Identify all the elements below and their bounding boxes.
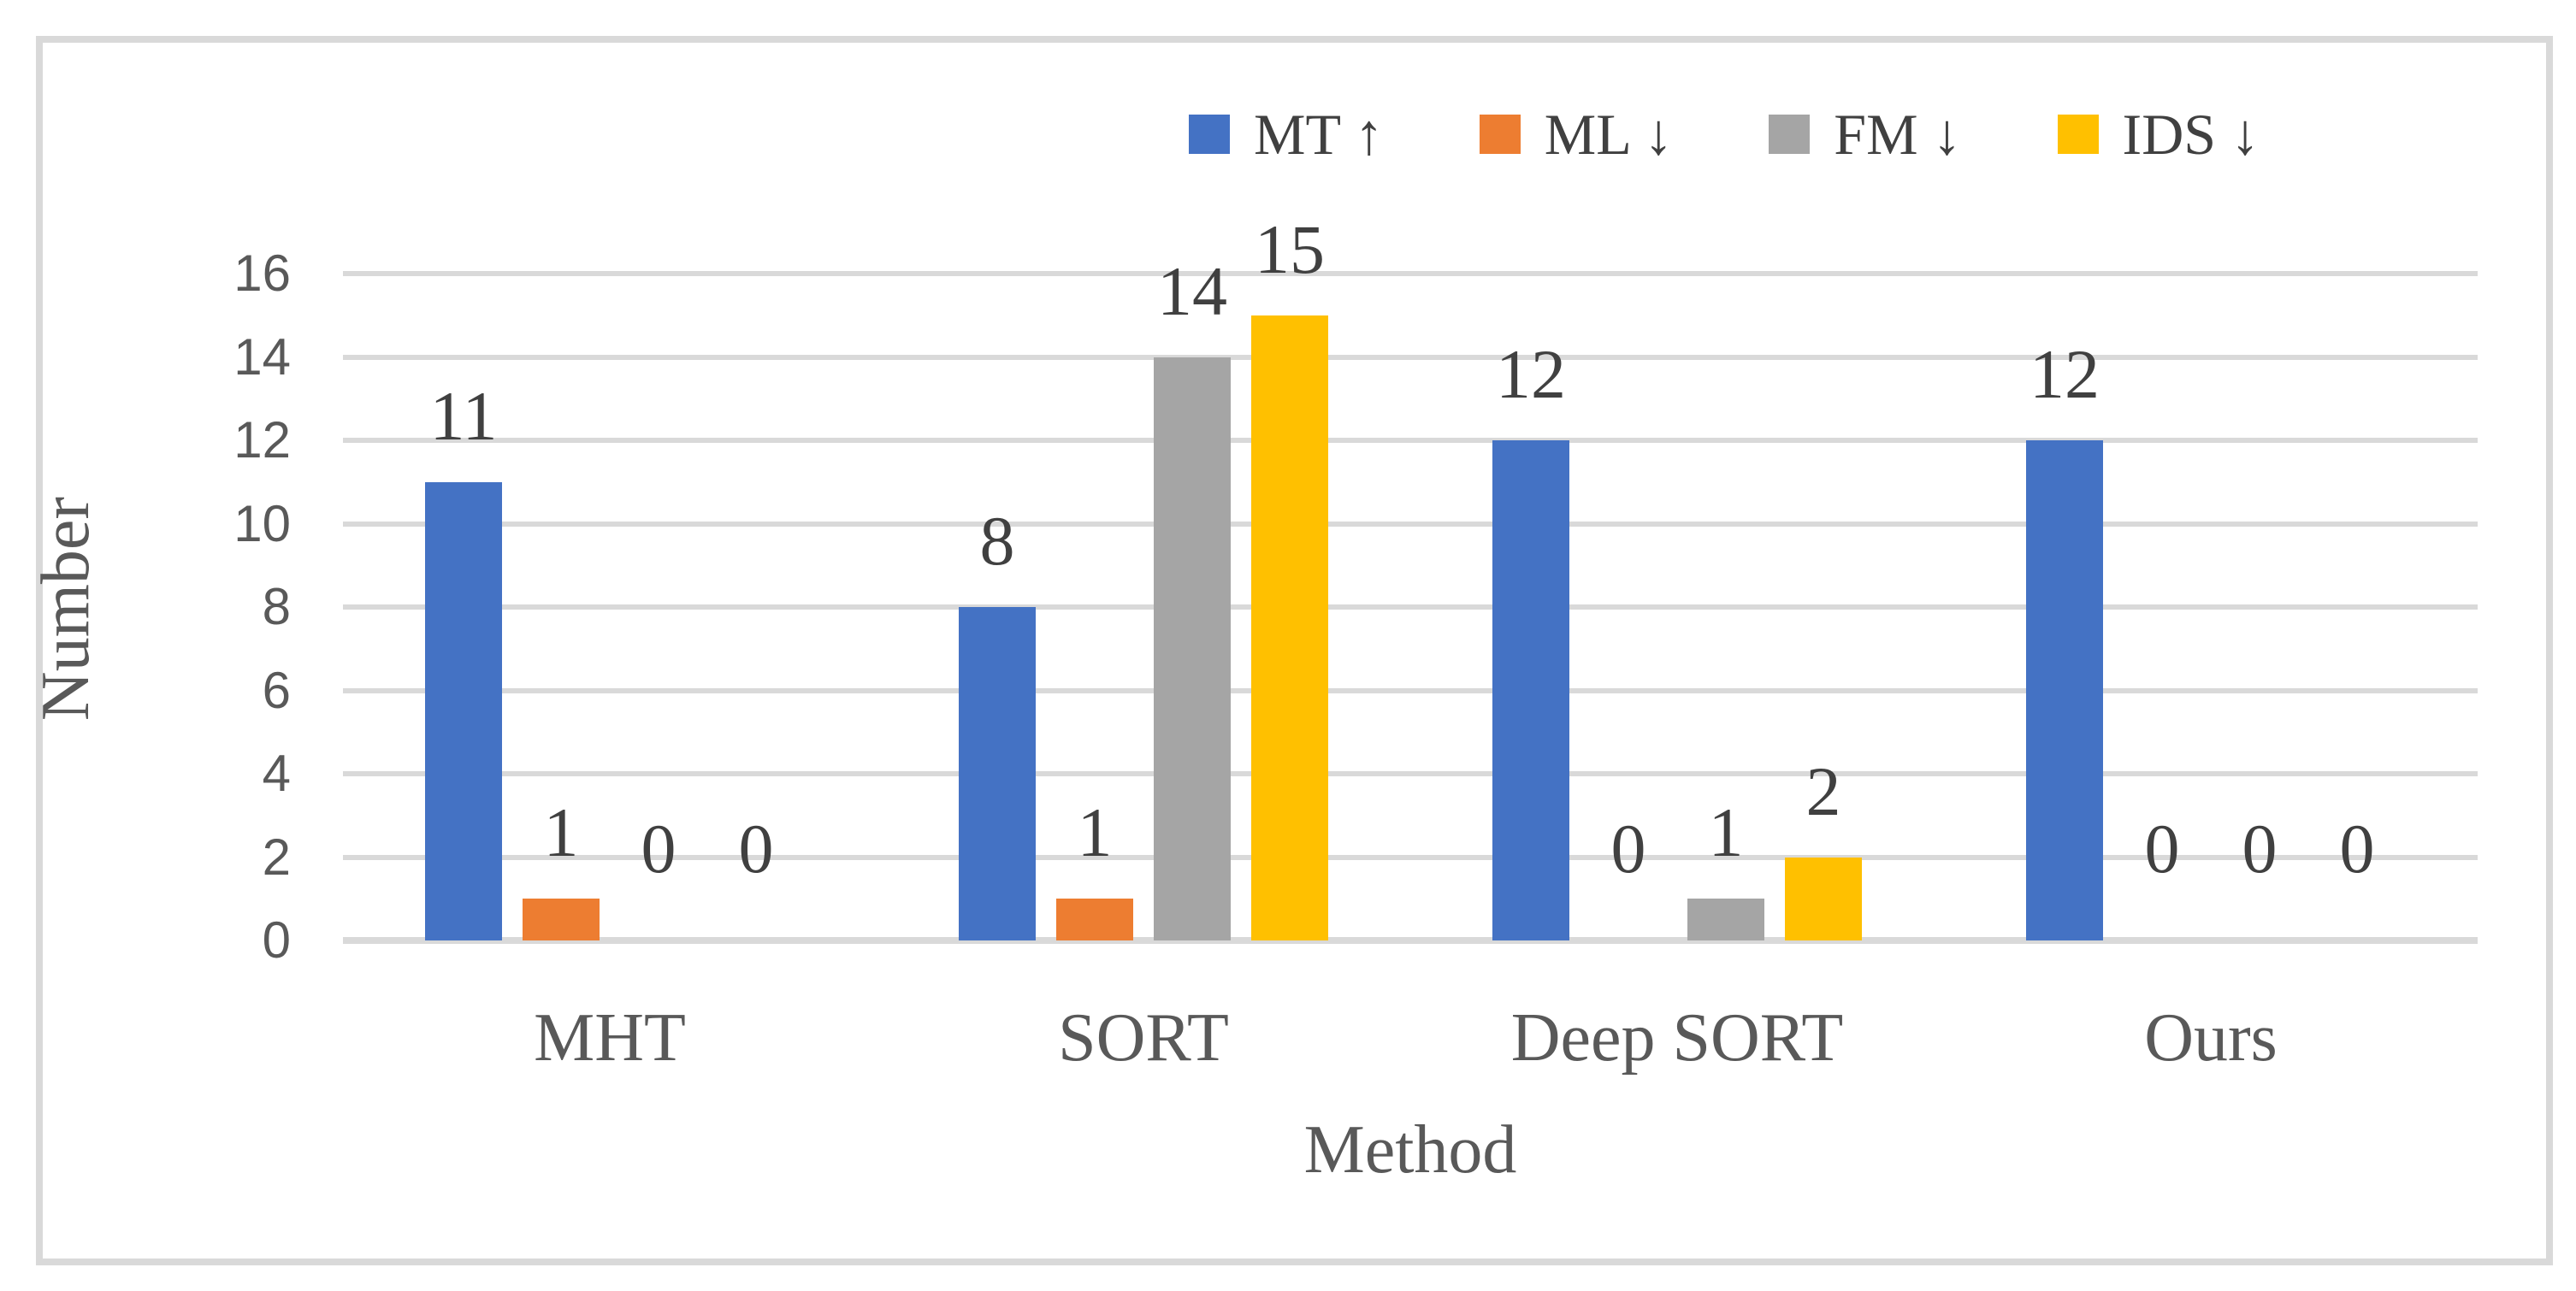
data-label-ids-ours: 0: [2339, 810, 2375, 887]
gridline-y2: [343, 854, 2478, 860]
data-label-ids-mht: 0: [738, 810, 774, 887]
legend-label-mt: MT ↑: [1254, 102, 1384, 167]
legend-swatch-ml: [1479, 115, 1521, 154]
legend-label-ml: ML ↓: [1544, 102, 1674, 167]
bar-mt-deep-sort: [1492, 440, 1569, 940]
legend-swatch-fm: [1769, 115, 1811, 154]
y-axis-title: Number: [28, 496, 103, 722]
bar-mt-sort: [959, 607, 1036, 940]
category-label-deep-sort: Deep SORT: [1510, 1000, 1844, 1076]
legend-label-fm: FM ↓: [1834, 102, 1962, 167]
y-tick-label: 6: [262, 661, 291, 719]
data-label-ids-sort: 15: [1255, 209, 1325, 288]
y-tick-label: 14: [233, 327, 291, 386]
y-tick-label: 2: [262, 828, 291, 886]
gridline-y10: [343, 521, 2478, 527]
x-axis-title: Method: [1303, 1112, 1517, 1188]
y-tick-label: 10: [233, 494, 291, 552]
gridline-y4: [343, 771, 2478, 776]
data-label-mt-ours: 12: [2029, 335, 2100, 413]
bar-ml-sort: [1056, 899, 1133, 940]
y-tick-label: 4: [262, 745, 291, 802]
bar-fm-sort: [1154, 357, 1231, 940]
bar-mt-ours: [2026, 440, 2103, 940]
data-label-mt-deep-sort: 12: [1496, 335, 1566, 413]
data-label-ids-deep-sort: 2: [1805, 752, 1841, 830]
data-label-ml-deep-sort: 0: [1610, 810, 1646, 887]
data-label-fm-sort: 14: [1157, 251, 1227, 330]
legend-label-ids: IDS ↓: [2122, 102, 2260, 167]
legend-swatch-ids: [2057, 115, 2099, 154]
category-label-sort: SORT: [1058, 1000, 1229, 1076]
legend-item-fm: FM ↓: [1769, 102, 1962, 167]
legend-item-ml: ML ↓: [1479, 102, 1674, 167]
bar-fm-deep-sort: [1687, 899, 1764, 940]
data-label-ml-mht: 1: [543, 793, 579, 872]
gridline-y14: [343, 354, 2478, 360]
gridline-y12: [343, 438, 2478, 443]
bar-ml-mht: [523, 899, 600, 940]
data-label-mt-sort: 8: [979, 502, 1015, 580]
data-label-ml-ours: 0: [2144, 810, 2180, 887]
data-label-fm-ours: 0: [2242, 810, 2278, 887]
category-label-ours: Ours: [2144, 1000, 2278, 1076]
bar-ids-sort: [1251, 315, 1328, 940]
bar-mt-mht: [425, 481, 502, 940]
gridline-y6: [343, 687, 2478, 693]
gridline-y16: [343, 271, 2478, 276]
data-label-fm-mht: 0: [641, 810, 676, 887]
data-label-ml-sort: 1: [1077, 793, 1113, 872]
data-label-fm-deep-sort: 1: [1708, 793, 1744, 872]
data-label-mt-mht: 11: [429, 376, 498, 455]
category-label-mht: MHT: [534, 1000, 686, 1076]
y-tick-label: 16: [233, 245, 291, 302]
legend: MT ↑ ML ↓ FM ↓ IDS ↓: [1189, 96, 2260, 173]
gridline-y0: [343, 937, 2478, 944]
legend-swatch-mt: [1189, 115, 1230, 154]
gridline-y8: [343, 604, 2478, 610]
bar-ids-deep-sort: [1785, 857, 1862, 940]
legend-item-mt: MT ↑: [1189, 103, 1384, 165]
y-tick-label: 8: [262, 578, 291, 635]
legend-item-ids: IDS ↓: [2057, 102, 2260, 167]
y-tick-label: 0: [262, 911, 291, 969]
y-tick-label: 12: [233, 411, 291, 469]
